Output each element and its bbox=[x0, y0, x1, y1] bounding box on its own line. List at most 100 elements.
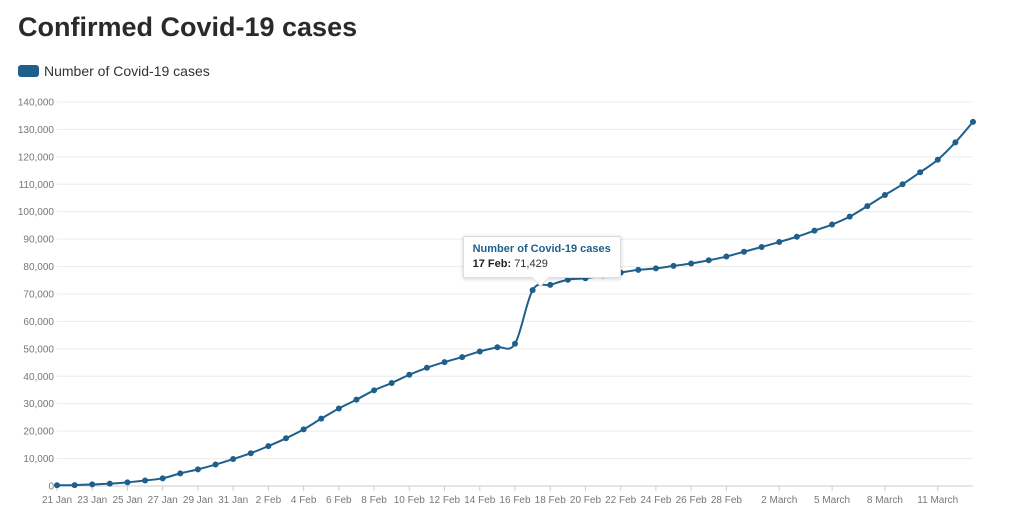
x-tick-label: 22 Feb bbox=[605, 495, 637, 506]
data-point[interactable] bbox=[476, 348, 483, 355]
x-tick-label: 28 Feb bbox=[711, 495, 743, 506]
x-tick-label: 29 Jan bbox=[183, 495, 213, 506]
chart-legend[interactable]: Number of Covid-19 cases bbox=[18, 63, 210, 79]
data-point[interactable] bbox=[318, 415, 325, 422]
y-tick-label: 20,000 bbox=[23, 427, 54, 438]
y-tick-label: 130,000 bbox=[18, 125, 55, 136]
data-point[interactable] bbox=[881, 191, 888, 198]
data-point[interactable] bbox=[247, 450, 254, 457]
x-tick-label: 23 Jan bbox=[77, 495, 107, 506]
x-tick-label: 20 Feb bbox=[570, 495, 602, 506]
data-point[interactable] bbox=[494, 344, 501, 351]
data-point[interactable] bbox=[793, 233, 800, 240]
x-tick-label: 16 Feb bbox=[499, 495, 531, 506]
data-point[interactable] bbox=[864, 203, 871, 210]
y-tick-label: 120,000 bbox=[18, 152, 55, 163]
x-tick-label: 27 Jan bbox=[148, 495, 178, 506]
data-point[interactable] bbox=[899, 181, 906, 188]
y-tick-label: 80,000 bbox=[23, 262, 54, 273]
y-tick-label: 110,000 bbox=[19, 180, 55, 191]
data-point[interactable] bbox=[670, 262, 677, 269]
tooltip-value: 71,429 bbox=[514, 258, 548, 271]
data-point[interactable] bbox=[89, 481, 96, 488]
y-axis: 0 10,000 20,000 30,000 40,000 50,000 60,000 70,… bbox=[18, 98, 55, 493]
data-point[interactable] bbox=[353, 396, 360, 403]
chart-title: Confirmed Covid-19 cases bbox=[18, 12, 358, 42]
y-tick-label: 60,000 bbox=[23, 317, 54, 328]
data-point[interactable] bbox=[159, 475, 166, 482]
data-point[interactable] bbox=[177, 470, 184, 477]
data-point[interactable] bbox=[106, 480, 113, 487]
y-tick-label: 140,000 bbox=[18, 98, 55, 109]
data-point[interactable] bbox=[564, 276, 571, 283]
x-tick-label: 8 Feb bbox=[361, 495, 387, 506]
data-point[interactable] bbox=[371, 387, 378, 394]
data-point[interactable] bbox=[512, 340, 518, 347]
x-tick-label: 8 March bbox=[867, 495, 903, 506]
x-tick-label: 12 Feb bbox=[429, 495, 461, 506]
data-point[interactable] bbox=[265, 443, 272, 450]
data-point[interactable] bbox=[723, 253, 730, 260]
data-point[interactable] bbox=[54, 482, 60, 489]
data-point[interactable] bbox=[970, 118, 976, 125]
tooltip-date: 17 Feb: bbox=[472, 258, 512, 271]
data-point[interactable] bbox=[300, 426, 307, 433]
data-point[interactable] bbox=[934, 156, 941, 163]
data-point[interactable] bbox=[758, 243, 765, 250]
x-tick-label: 21 Jan bbox=[42, 495, 72, 506]
y-tick-label: 100,000 bbox=[18, 207, 55, 218]
data-point[interactable] bbox=[283, 435, 289, 442]
data-point[interactable] bbox=[194, 466, 201, 473]
data-point[interactable] bbox=[212, 461, 219, 468]
x-tick-label: 24 Feb bbox=[640, 495, 672, 506]
data-point[interactable] bbox=[335, 405, 342, 412]
data-point[interactable] bbox=[142, 477, 149, 484]
data-point[interactable] bbox=[406, 371, 413, 378]
series-group bbox=[54, 118, 976, 489]
x-tick-label: 26 Feb bbox=[676, 495, 708, 506]
y-tick-label: 50,000 bbox=[23, 344, 54, 355]
data-point[interactable] bbox=[952, 139, 959, 146]
data-point[interactable] bbox=[811, 227, 818, 234]
x-axis: 21 Jan 23 Jan 25 Jan 27 Jan 29 Jan 31 Jan 2 Fe… bbox=[42, 486, 958, 506]
tooltip-series-name: Number of Covid-19 cases bbox=[472, 243, 611, 256]
data-point[interactable] bbox=[124, 479, 131, 486]
data-point[interactable] bbox=[652, 265, 659, 272]
data-point[interactable] bbox=[635, 266, 642, 273]
data-point[interactable] bbox=[388, 379, 395, 386]
x-tick-label: 4 Feb bbox=[291, 495, 317, 506]
data-point[interactable] bbox=[917, 169, 924, 176]
data-point[interactable] bbox=[529, 287, 536, 294]
x-tick-label: 6 Feb bbox=[326, 495, 352, 506]
x-tick-label: 11 March bbox=[917, 495, 958, 506]
x-tick-label: 31 Jan bbox=[218, 495, 248, 506]
y-tick-label: 10,000 bbox=[23, 454, 54, 465]
x-tick-label: 25 Jan bbox=[112, 495, 142, 506]
data-point[interactable] bbox=[547, 281, 554, 288]
data-point[interactable] bbox=[776, 239, 783, 246]
data-point[interactable] bbox=[829, 221, 836, 228]
y-tick-label: 30,000 bbox=[23, 399, 54, 410]
data-point[interactable] bbox=[423, 364, 430, 371]
data-point[interactable] bbox=[741, 248, 747, 255]
legend-swatch bbox=[18, 65, 39, 77]
x-tick-label: 5 March bbox=[814, 495, 850, 506]
x-tick-label: 2 March bbox=[761, 495, 797, 506]
x-tick-label: 14 Feb bbox=[464, 495, 496, 506]
data-point[interactable] bbox=[688, 260, 695, 267]
data-point[interactable] bbox=[846, 213, 853, 220]
y-tick-label: 90,000 bbox=[23, 235, 54, 246]
data-tooltip: Number of Covid-19 cases 17 Feb: 71,429 bbox=[462, 236, 621, 287]
y-tick-label: 0 bbox=[48, 482, 54, 493]
data-point[interactable] bbox=[71, 482, 78, 489]
data-point[interactable] bbox=[441, 359, 448, 366]
x-tick-label: 10 Feb bbox=[394, 495, 426, 506]
data-point[interactable] bbox=[705, 257, 712, 264]
grid-lines bbox=[57, 101, 973, 487]
x-tick-label: 18 Feb bbox=[535, 495, 567, 506]
data-point[interactable] bbox=[230, 456, 237, 463]
y-tick-label: 70,000 bbox=[23, 290, 54, 301]
data-point[interactable] bbox=[459, 354, 466, 361]
legend-label: Number of Covid-19 cases bbox=[44, 63, 210, 79]
